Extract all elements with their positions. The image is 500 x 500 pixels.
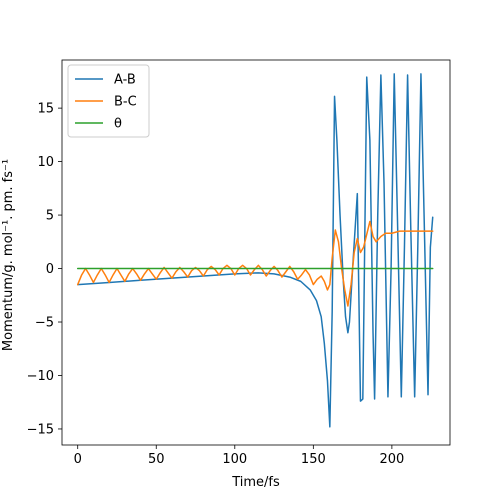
legend-label-2: θ — [114, 117, 122, 132]
series-line-1 — [76, 220, 434, 307]
series-line-0 — [76, 73, 434, 428]
y-tick-label: −10 — [27, 369, 54, 384]
legend-box — [67, 64, 150, 138]
y-tick-label: 5 — [46, 209, 54, 224]
x-axis-label: Time/fs — [231, 475, 280, 490]
y-tick-label: 15 — [37, 102, 54, 117]
plot-frame — [61, 59, 451, 446]
legend: A-B B-C θ — [67, 64, 150, 138]
y-tick-label: 10 — [37, 155, 54, 170]
x-tick-label: 150 — [301, 452, 326, 467]
x-tick-label: 100 — [222, 452, 247, 467]
x-tick-label: 50 — [148, 452, 165, 467]
axes-layer: 0 50 100 150 200 −15 −10 −5 0 5 10 15 — [27, 59, 451, 467]
y-tick-label: −5 — [35, 316, 54, 331]
x-tick-label: 0 — [74, 452, 82, 467]
legend-label-0: A-B — [114, 73, 136, 88]
series-layer — [76, 73, 434, 428]
y-tick-label: 0 — [46, 262, 54, 277]
x-tick-label: 200 — [379, 452, 404, 467]
y-tick-label: −15 — [27, 422, 54, 437]
legend-label-1: B-C — [114, 95, 137, 110]
y-axis-label: Momentum/g. mol⁻¹. pm. fs⁻¹ — [1, 159, 16, 351]
